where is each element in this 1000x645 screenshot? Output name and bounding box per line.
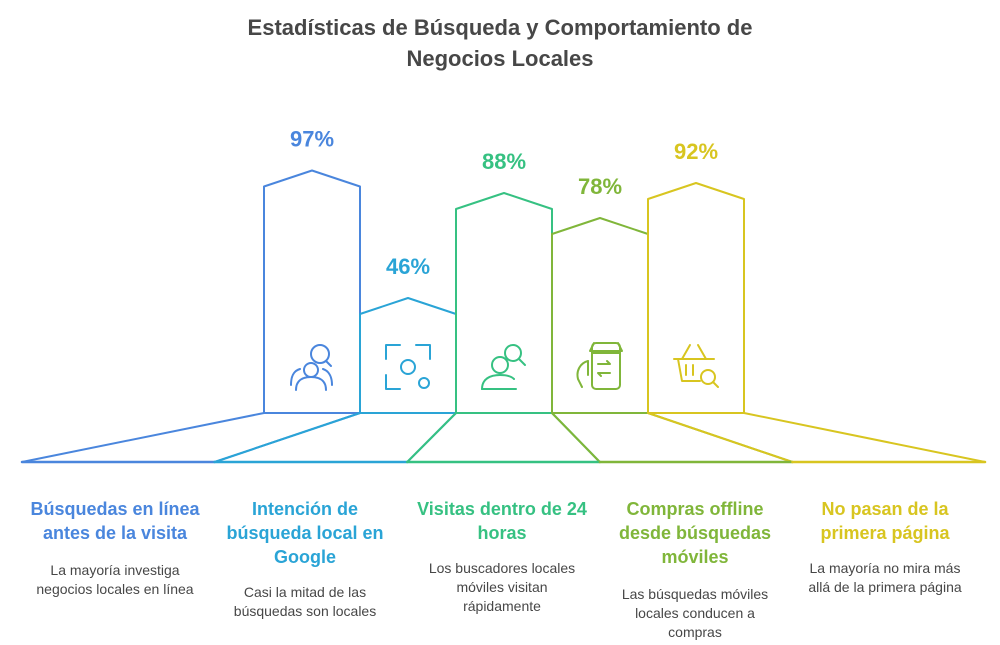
mobile-shop-icon (576, 342, 623, 390)
category-block-3: Visitas dentro de 24 horas Los buscadore… (417, 497, 587, 616)
value-label-3: 88% (482, 149, 526, 174)
bar-2 (359, 297, 457, 414)
basket-search-icon (673, 344, 719, 388)
category-description-3: Los buscadores locales móviles visitan r… (428, 560, 576, 614)
category-block-1: Búsquedas en línea antes de la visita La… (30, 497, 200, 599)
user-group-search-icon (290, 344, 333, 391)
category-title-1: Búsquedas en línea antes de la visita (30, 499, 200, 543)
bar-5 (647, 182, 745, 414)
value-label-1: 97% (290, 127, 334, 152)
bar-group-4: 78% (551, 174, 794, 463)
category-description-5: La mayoría no mira más allá de la primer… (808, 560, 962, 595)
bar-4 (551, 217, 649, 414)
value-label-2: 46% (386, 254, 430, 279)
bar-group-2: 46% (213, 254, 457, 463)
chart-title-line-1: Estadísticas de Búsqueda y Comportamient… (247, 15, 753, 40)
bar-3 (455, 192, 553, 414)
category-block-5: No pasan de la primera página La mayoría… (800, 497, 970, 597)
category-description-1: La mayoría investiga negocios locales en… (36, 562, 194, 597)
base-fan-5 (647, 412, 986, 463)
category-block-4: Compras offline desde búsquedas móviles … (610, 497, 780, 642)
bar-group-1: 97% (21, 127, 361, 463)
user-search-icon (481, 344, 526, 390)
bar-group-3: 88% (406, 149, 601, 463)
category-title-2: Intención de búsqueda local en Google (226, 499, 384, 567)
category-title-3: Visitas dentro de 24 horas (417, 499, 587, 543)
base-fan-3 (406, 412, 601, 463)
value-label-4: 78% (578, 174, 622, 199)
value-label-5: 92% (674, 139, 718, 164)
category-title-5: No pasan de la primera página (820, 499, 950, 543)
base-fan-1 (21, 412, 361, 463)
category-description-2: Casi la mitad de las búsquedas son local… (233, 584, 377, 619)
category-block-2: Intención de búsqueda local en Google Ca… (220, 497, 390, 621)
bar-group-5: 92% (647, 139, 986, 463)
category-description-4: Las búsquedas móviles locales conducen a… (621, 586, 769, 640)
focus-scan-icon (385, 344, 431, 390)
chart-title-line-2: Negocios Locales (406, 46, 594, 71)
category-title-4: Compras offline desde búsquedas móviles (618, 499, 772, 567)
chart-title: Estadísticas de Búsqueda y Comportamient… (200, 12, 800, 74)
base-fan-2 (213, 412, 457, 463)
